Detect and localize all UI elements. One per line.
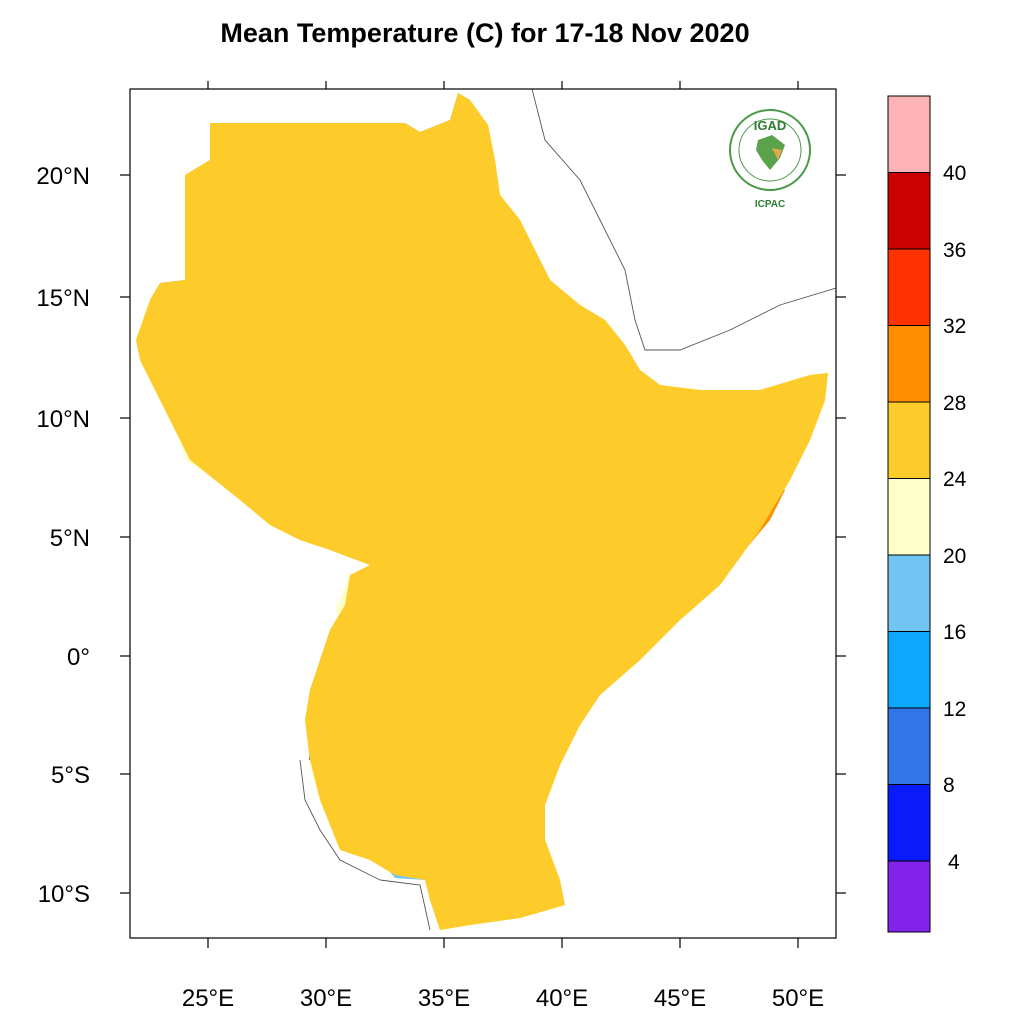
colorbar-label: 24 (943, 468, 967, 491)
colorbar-swatch (887, 478, 931, 556)
lon-label: 50°E (772, 985, 824, 1012)
colorbar: 40 36 32 28 24 20 16 12 8 4 (887, 95, 967, 933)
lat-label: 10°N (36, 406, 90, 433)
igad-emblem-icon: IGAD ICPAC (729, 109, 811, 210)
colorbar-swatch (887, 784, 931, 862)
colorbar-label: 4 (948, 851, 960, 874)
colorbar-swatch (887, 554, 931, 632)
lat-label: 20°N (36, 163, 90, 190)
lon-label: 45°E (654, 985, 706, 1012)
colorbar-swatch (887, 707, 931, 785)
logo-name: IGAD (754, 118, 787, 133)
lat-label: 0° (67, 644, 90, 671)
colorbar-swatch (887, 95, 931, 173)
lon-label: 25°E (182, 985, 234, 1012)
latitude-labels: 20°N 15°N 10°N 5°N 0° 5°S 10°S (36, 163, 90, 908)
colorbar-label: 12 (943, 698, 966, 721)
colorbar-swatch (887, 631, 931, 709)
external-coastlines (299, 89, 836, 931)
colorbar-label: 28 (943, 392, 966, 415)
colorbar-swatch (887, 172, 931, 250)
logo-caption: ICPAC (755, 199, 785, 210)
colorbar-label: 32 (943, 315, 966, 338)
lon-label: 30°E (300, 985, 352, 1012)
colorbar-label: 16 (943, 621, 966, 644)
axis-ticks (120, 81, 846, 948)
lon-label: 35°E (418, 985, 470, 1012)
colorbar-swatch (887, 325, 931, 403)
colorbar-swatch (887, 401, 931, 479)
longitude-labels: 25°E 30°E 35°E 40°E 45°E 50°E (182, 985, 824, 1012)
colorbar-label: 36 (943, 239, 966, 262)
lon-label: 40°E (536, 985, 588, 1012)
colorbar-label: 8 (943, 774, 955, 797)
colorbar-swatch (887, 860, 931, 933)
map-border (129, 88, 837, 939)
lat-label: 15°N (36, 285, 90, 312)
lat-label: 10°S (38, 881, 90, 908)
colorbar-label: 20 (943, 545, 966, 568)
lat-label: 5°S (51, 762, 90, 789)
colorbar-label: 40 (943, 162, 966, 185)
colorbar-swatch (887, 248, 931, 326)
lat-label: 5°N (50, 525, 90, 552)
page-title: Mean Temperature (C) for 17-18 Nov 2020 (220, 18, 750, 48)
